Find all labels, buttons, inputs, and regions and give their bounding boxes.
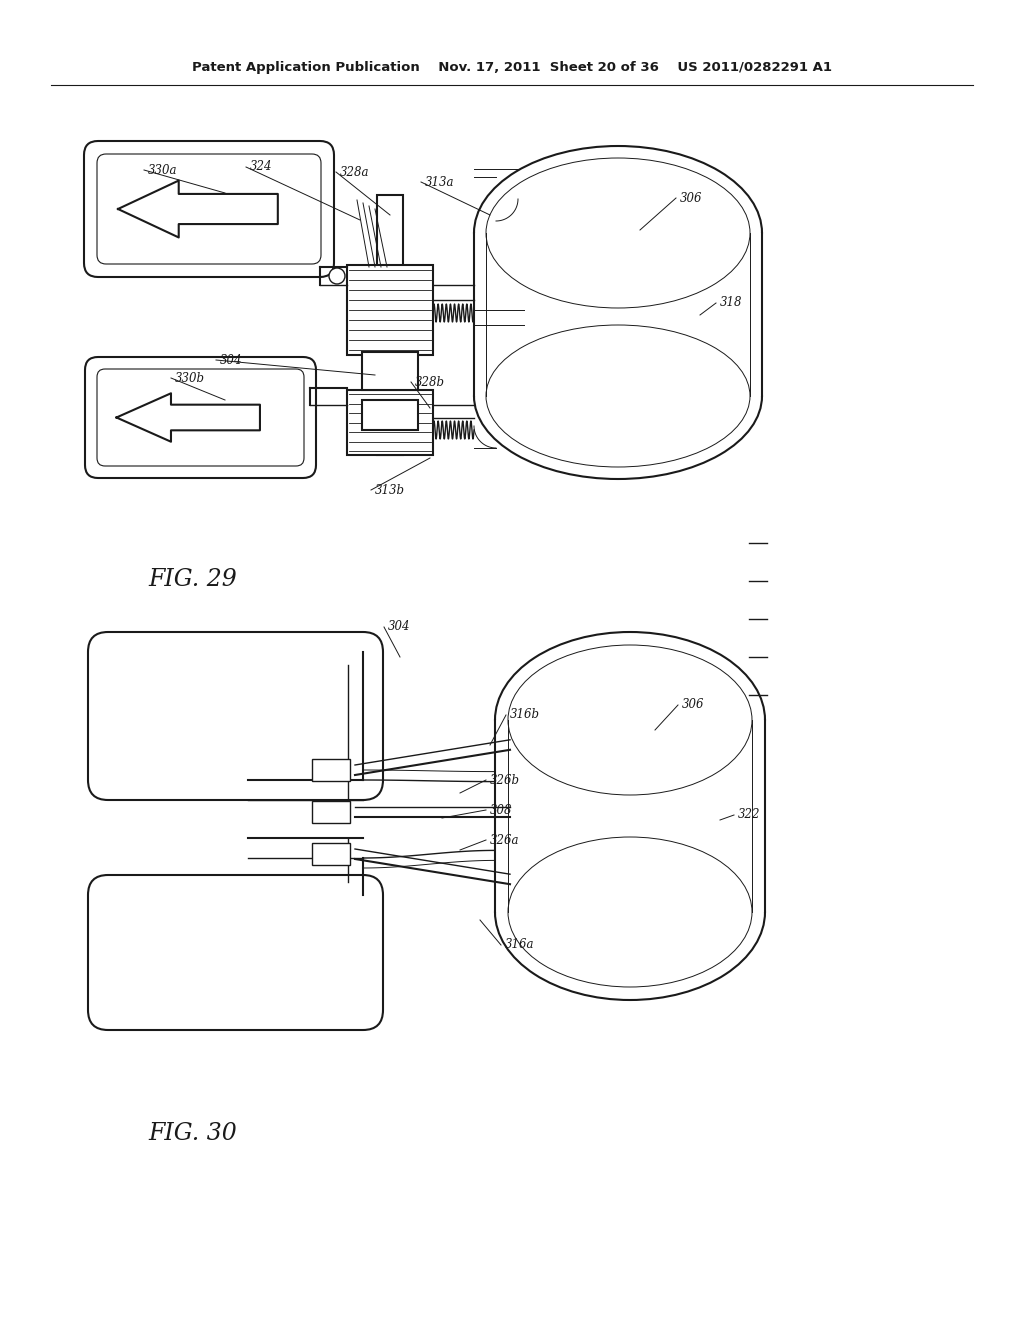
FancyBboxPatch shape (84, 141, 334, 277)
FancyBboxPatch shape (88, 875, 383, 1030)
Text: 308: 308 (490, 804, 512, 817)
Text: 304: 304 (388, 620, 411, 634)
Text: 330a: 330a (148, 164, 177, 177)
Text: FIG. 29: FIG. 29 (148, 569, 237, 591)
Text: 330b: 330b (175, 371, 205, 384)
Ellipse shape (495, 824, 765, 1001)
Text: 326b: 326b (490, 774, 520, 787)
Bar (495, 719, 765, 912)
Text: 316b: 316b (510, 709, 540, 722)
Circle shape (329, 268, 345, 284)
Text: 322: 322 (738, 808, 761, 821)
Bar (312, 843, 350, 865)
Ellipse shape (474, 313, 762, 479)
Text: 328b: 328b (415, 375, 445, 388)
Text: 326a: 326a (490, 833, 519, 846)
FancyBboxPatch shape (88, 632, 383, 800)
Bar (474, 234, 762, 396)
Ellipse shape (474, 147, 762, 319)
Bar (312, 801, 350, 822)
Text: 313b: 313b (375, 483, 406, 496)
Text: 306: 306 (680, 191, 702, 205)
Text: 318: 318 (720, 297, 742, 309)
Text: 316a: 316a (505, 939, 535, 952)
FancyBboxPatch shape (85, 356, 316, 478)
Text: 328a: 328a (340, 165, 370, 178)
Bar (362, 400, 418, 430)
Bar (362, 352, 418, 389)
Bar (347, 389, 433, 455)
Ellipse shape (495, 632, 765, 808)
Text: Patent Application Publication    Nov. 17, 2011  Sheet 20 of 36    US 2011/02822: Patent Application Publication Nov. 17, … (193, 62, 831, 74)
Bar (312, 759, 350, 781)
Polygon shape (118, 181, 278, 238)
Bar (347, 265, 433, 355)
Text: 304: 304 (220, 354, 243, 367)
Bar (377, 195, 403, 455)
Text: 306: 306 (682, 698, 705, 711)
Text: 313a: 313a (425, 176, 455, 189)
Text: 324: 324 (250, 161, 272, 173)
Text: FIG. 30: FIG. 30 (148, 1122, 237, 1144)
Polygon shape (117, 393, 260, 442)
